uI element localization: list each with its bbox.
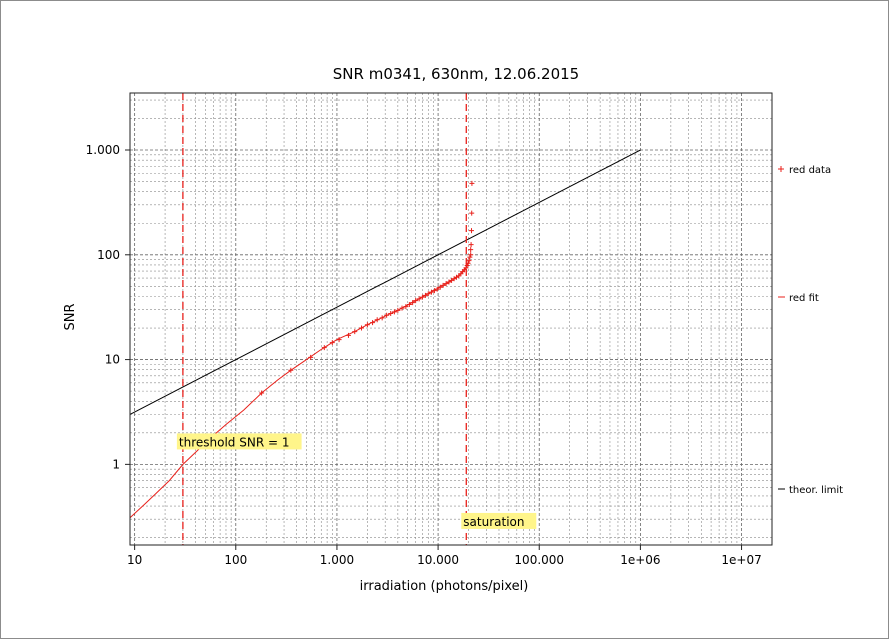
x-tick-label: 1e+06 [620,553,660,567]
plot-border [129,92,773,546]
x-tick-label: 100 [224,553,247,567]
data-point [468,252,474,258]
y-tick-label: 1.000 [86,143,120,157]
x-tick-label: 100.000 [514,553,564,567]
chart-title: SNR m0341, 630nm, 12.06.2015 [333,65,579,83]
grid-major [130,93,772,545]
legend-label: red data [789,165,831,176]
data-point [469,210,475,216]
annotation-label: saturation [463,515,524,529]
x-tick-label: 10 [127,553,142,567]
legend-label: theor. limit [789,485,843,496]
legend: red data red fit theor. limit [778,165,843,496]
x-tick-label: 1.000 [320,553,354,567]
data-point [469,228,475,234]
data-point [469,180,475,186]
annotation-layer: threshold SNR = 1 saturation [176,93,537,545]
series-layer [129,149,641,519]
y-tick-label: 100 [97,248,120,262]
annotation-highlight [176,433,302,450]
series-line-theor-limit [129,149,641,415]
legend-marker [778,166,784,172]
data-point [468,242,474,248]
x-tick-label: 10.000 [417,553,459,567]
x-tick-label: 1e+07 [721,553,761,567]
data-point [468,247,474,253]
y-tick-label: 1 [112,457,120,471]
y-tick-label: 10 [105,353,120,367]
x-axis-label: irradiation (photons/pixel) [360,579,529,594]
legend-label: red fit [789,293,819,304]
series-line-red-fit [129,260,471,519]
axis-ticks: 10 100 1.000 10.000 100.000 1e+06 1e+07 1 10 100 1… [86,143,762,567]
grid-minor [130,93,772,545]
annotation-label: threshold SNR = 1 [179,435,290,449]
data-point [467,254,473,260]
annotation-highlight [461,512,537,529]
y-axis-label: SNR [63,303,78,330]
